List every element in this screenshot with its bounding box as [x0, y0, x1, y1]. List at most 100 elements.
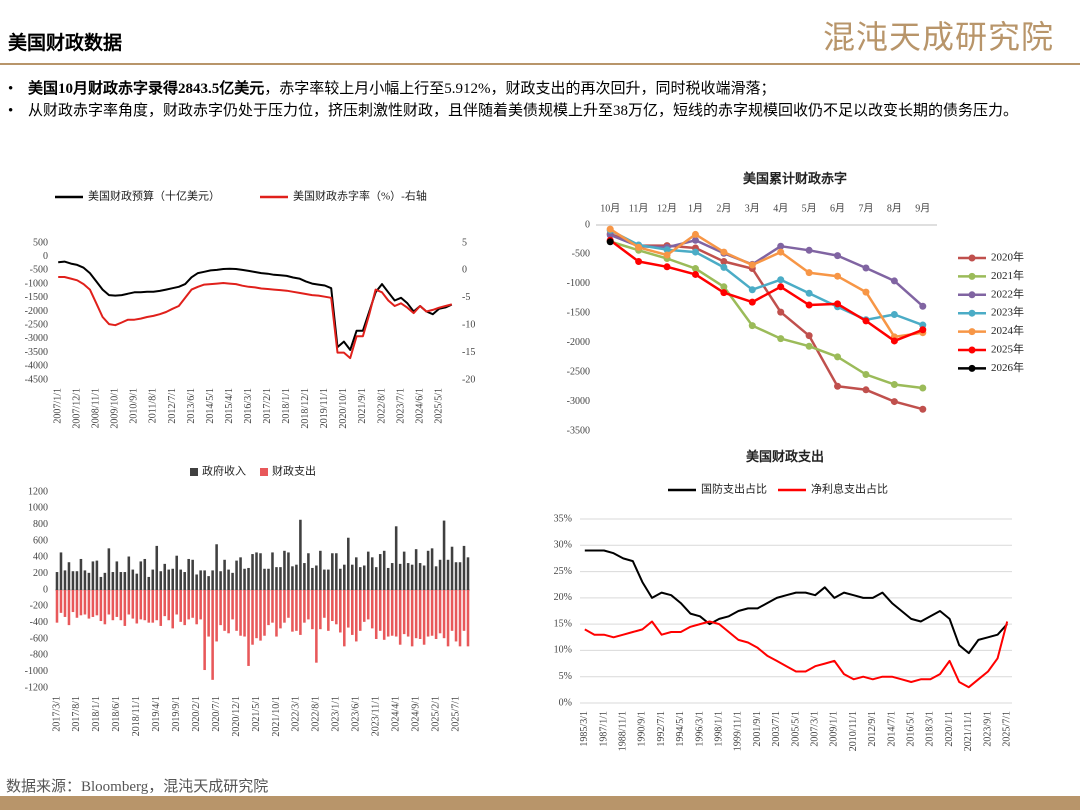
bar	[382, 590, 386, 640]
x-tick-label: 2015/4/1	[224, 388, 235, 424]
chart-title: 美国累计财政赤字	[743, 171, 847, 186]
bar	[370, 590, 374, 629]
point	[834, 300, 842, 308]
bar	[430, 590, 434, 636]
point	[691, 265, 699, 273]
y-tick-label: 0	[43, 584, 48, 595]
bar	[358, 567, 362, 590]
y-tick-label: -400	[30, 617, 48, 628]
bar	[331, 553, 334, 590]
y-tick-label: -800	[30, 650, 48, 661]
y-tick-label: 35%	[554, 513, 572, 524]
bar	[151, 569, 155, 590]
bar	[358, 590, 362, 631]
y-tick-label: 15%	[554, 618, 572, 629]
legend-label: 美国财政赤字率（%）-右轴	[293, 189, 427, 203]
point	[862, 288, 870, 296]
point	[890, 381, 898, 389]
bar	[386, 590, 390, 637]
bar	[115, 561, 119, 590]
bar	[155, 590, 159, 621]
point	[834, 252, 842, 260]
bar	[323, 590, 326, 618]
point	[635, 243, 643, 251]
bar	[135, 590, 139, 624]
bar	[422, 565, 426, 590]
y-tick-label: -2000	[25, 306, 48, 317]
x-tick-label: 1998/1/1	[713, 711, 724, 747]
point	[748, 261, 756, 269]
x-tick-label: 6月	[830, 202, 845, 214]
point	[805, 269, 813, 277]
x-tick-label: 2011/8/1	[148, 388, 159, 423]
legend-label: 净利息支出占比	[811, 482, 888, 496]
y-tick-label: 10%	[554, 645, 572, 656]
bar	[207, 590, 210, 637]
bar	[442, 590, 446, 639]
series-line	[58, 276, 453, 360]
bar	[239, 590, 242, 636]
bar	[123, 590, 127, 626]
series-line	[609, 232, 924, 411]
point	[919, 405, 927, 413]
y-tick-label: -500	[30, 265, 48, 276]
bar	[255, 590, 258, 639]
y-tick-label: -2500	[567, 366, 590, 377]
y-tick-label: -600	[30, 633, 48, 644]
bar	[187, 590, 190, 620]
bar	[231, 572, 234, 590]
bar	[422, 590, 426, 645]
bar	[454, 562, 458, 590]
bar	[183, 590, 186, 626]
bar	[366, 551, 370, 590]
bar	[119, 590, 123, 621]
x-tick-label: 1996/3/1	[694, 711, 705, 747]
bar	[299, 519, 302, 590]
point	[777, 308, 785, 316]
bar	[267, 590, 270, 626]
point	[834, 382, 842, 390]
bar	[351, 590, 354, 635]
x-tick-label: 8月	[887, 202, 902, 214]
x-tick-label: 2017/3/1	[51, 696, 62, 732]
bar	[398, 563, 402, 590]
bar	[442, 520, 446, 590]
point	[663, 246, 671, 254]
bar	[438, 559, 442, 590]
bar	[139, 561, 143, 590]
bar	[179, 569, 182, 590]
x-tick-label: 2016/3/1	[243, 388, 254, 424]
x-tick-label: 2023/9/1	[982, 711, 993, 747]
bar	[390, 590, 394, 636]
bar	[291, 590, 294, 632]
bar	[95, 590, 99, 616]
x-tick-label: 2007/1/1	[52, 388, 63, 424]
bar	[167, 569, 171, 590]
x-tick-label: 2017/8/1	[71, 696, 82, 732]
x-tick-label: 2021/9/1	[357, 388, 368, 424]
bar	[263, 590, 266, 636]
bar	[307, 590, 310, 620]
point	[691, 248, 699, 256]
bar	[95, 560, 99, 590]
point	[720, 283, 728, 291]
bar	[63, 590, 67, 617]
bar	[247, 590, 250, 666]
bar	[458, 562, 462, 590]
bar	[414, 549, 418, 590]
bar	[99, 576, 103, 590]
point	[663, 251, 671, 259]
y-tick-label: 500	[33, 237, 48, 248]
y-tick-label: 400	[33, 552, 48, 563]
point	[777, 242, 785, 250]
bar	[378, 554, 382, 590]
y-tick-label: -3000	[567, 396, 590, 407]
bar	[75, 571, 79, 590]
bar	[71, 571, 75, 590]
bar	[366, 590, 370, 620]
bar	[414, 590, 418, 639]
bar	[199, 570, 202, 590]
bar	[87, 590, 91, 619]
y-tick-label: -1000	[25, 666, 48, 677]
bar	[307, 553, 310, 590]
